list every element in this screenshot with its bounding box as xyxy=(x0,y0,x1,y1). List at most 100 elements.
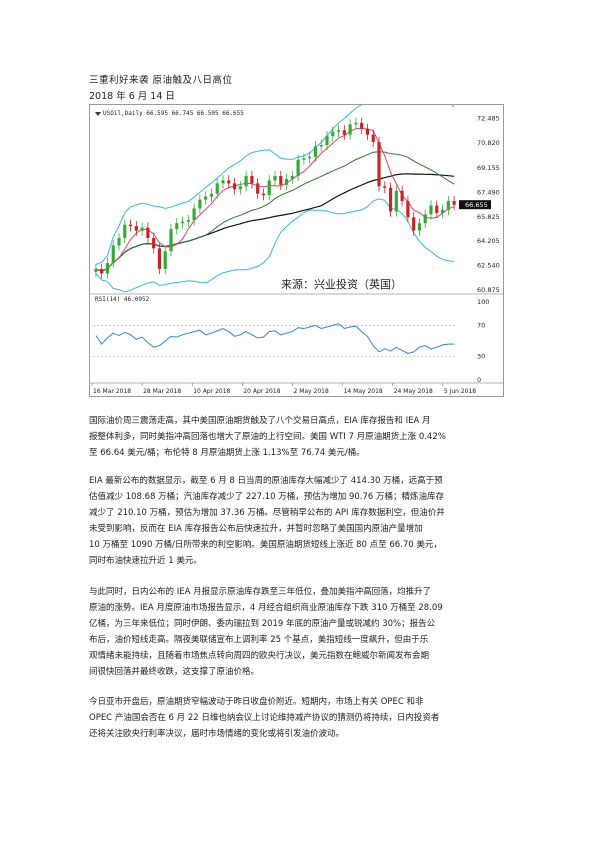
x-tick-label: 20 Apr 2018 xyxy=(243,388,280,395)
text-line: EIA 最新公布的数据显示，截至 6 月 8 日当周的原油库存大幅减少了 414… xyxy=(89,476,443,486)
oil-price-chart: 72.485 70.820 69.155 67.490 65.825 64.205 62.5… xyxy=(89,86,504,397)
text-line: 亿桶，为三年来低位；同时伊朗、委内瑞拉到 2019 年底的原油产量或锐减约 30… xyxy=(89,619,436,629)
candle-body xyxy=(111,245,115,264)
text-line: 布后，油价短线走高。隔夜美联储宣布上调利率 25 个基点，美指短线一度飙升，但由… xyxy=(89,635,429,645)
candle-body xyxy=(336,130,341,132)
text-line: 至 66.64 美元/桶；布伦特 8 月原油期货上涨 1.13%至 76.74 … xyxy=(89,448,365,458)
ma-fast-line xyxy=(95,127,455,272)
candle-body xyxy=(371,134,375,143)
paragraph-3: 与此同时，日内公布的 IEA 月报显示原油库存跌至三年低位，叠加美指冲高回落，均… xyxy=(89,584,506,680)
candle-body xyxy=(186,220,190,222)
x-tick-label: 5 Jun 2018 xyxy=(444,388,476,395)
candle-body xyxy=(302,158,306,160)
candle-body xyxy=(296,159,300,176)
candle-body xyxy=(406,201,410,218)
text-line: 估值减少 108.68 万桶；汽油库存减少了 227.10 万桶，预估为增加 9… xyxy=(89,492,445,502)
candle-body xyxy=(198,199,202,209)
candle-body xyxy=(250,175,254,184)
candle-body xyxy=(267,180,271,196)
text-line: 减少了 210.10 万桶，预估为增加 37.36 万桶。尽管稍早公布的 API… xyxy=(89,508,445,518)
paragraph-2: EIA 最新公布的数据显示，截至 6 月 8 日当周的原油库存大幅减少了 414… xyxy=(89,473,506,569)
candle-body xyxy=(163,251,167,269)
document-title: 三重利好来袭 原油触及八日高位 xyxy=(89,75,233,86)
chart-legend: USOil,Daily 66.595 66.745 66.505 66.655 xyxy=(95,110,244,117)
candle-body xyxy=(360,122,364,129)
candle-body xyxy=(290,175,294,179)
candle-body xyxy=(105,263,110,274)
chart-border xyxy=(89,104,504,397)
candle-body xyxy=(308,156,312,159)
candle-body xyxy=(377,142,381,187)
text-line: OPEC 产油国会否在 6 月 22 日维也纳会议上讨论维持减产协议的猜测仍将持… xyxy=(89,713,440,723)
source-text: 来源：兴业投资（英国） xyxy=(281,278,402,291)
price-tick-label: 62.540 xyxy=(477,261,500,269)
candle-body xyxy=(452,201,456,205)
candle-body xyxy=(175,223,179,230)
rsi-line xyxy=(95,323,455,355)
text-line: 间很快回落并最终收跌，这支撑了原油价格。 xyxy=(89,667,260,677)
text-line: 还将关注欧央行利率决议，届时市场情绪的变化或将引发油价波动。 xyxy=(89,729,345,739)
candle-body xyxy=(134,226,138,231)
document-date: 2018 年 6 月 14 日 xyxy=(89,91,175,102)
candle-body xyxy=(279,175,283,185)
chart-svg: 72.485 70.820 69.155 67.490 65.825 64.205 62.5… xyxy=(89,86,504,397)
candle-body xyxy=(232,183,237,190)
rsi-tick-label: 100 xyxy=(477,298,489,306)
text-line: 10 万桶至 1090 万桶/日所带来的利空影响。美国原油期货短线上涨近 80 … xyxy=(89,540,442,550)
price-tick-label: 60.875 xyxy=(477,286,500,294)
candle-body xyxy=(227,180,231,184)
candle-body xyxy=(417,223,422,231)
text-line: 观情绪未能持续，且随着市场焦点转向周四的欧央行决议，美元指数在鲍威尔新闻发布会期 xyxy=(89,651,430,661)
candle-body xyxy=(140,227,144,231)
candle-body xyxy=(365,128,370,135)
candle-body xyxy=(446,201,450,210)
current-price-label: 66.655 xyxy=(465,201,488,209)
price-tick-label: 69.155 xyxy=(477,164,500,172)
candle-body xyxy=(348,124,352,135)
candle-body xyxy=(412,217,416,231)
text-line: 同时布油快速拉升近 1 美元。 xyxy=(89,556,202,566)
x-tick-label: 2 May 2018 xyxy=(293,388,328,395)
text-line: 报整体利多，同时美指冲高回落也增大了原油的上行空间。美国 WTI 7 月原油期货… xyxy=(89,432,446,442)
candle-body xyxy=(204,196,208,200)
candle-body xyxy=(94,268,98,272)
x-tick-label: 10 Apr 2018 xyxy=(193,388,230,395)
candle-body xyxy=(313,146,318,157)
candle-body xyxy=(429,205,433,215)
candle-body xyxy=(261,193,266,196)
text-line: 原油的涨势。IEA 月度原油市场报告显示，4 月经合组织商业原油库存下跌 310… xyxy=(89,603,443,613)
x-tick-label: 16 Mar 2018 xyxy=(93,388,131,395)
price-tick-label: 72.485 xyxy=(477,115,500,123)
candle-body xyxy=(152,237,156,249)
x-tick-label: 14 May 2018 xyxy=(344,388,383,395)
text-line: 未受到影响，反而在 EIA 库存报告公布后快速拉升，并暂时忽略了美国国内原油产量… xyxy=(89,524,423,534)
candle-body xyxy=(238,186,242,190)
price-tick-label: 67.490 xyxy=(477,188,500,196)
candle-body xyxy=(128,224,133,227)
rsi-tick-label: 70 xyxy=(477,321,485,329)
price-tick-label: 65.825 xyxy=(477,213,500,221)
dropdown-icon xyxy=(95,111,101,116)
text-line: 国际油价周三震荡走高，其中美国原油期货触及了八个交易日高点，EIA 库存报告和 … xyxy=(89,416,431,426)
candle-body xyxy=(146,227,150,238)
candle-body xyxy=(180,221,185,224)
text-line: 今日亚市开盘后，原油期货窄幅波动于昨日收盘价附近。短期内，市场上有关 OPEC … xyxy=(89,697,424,707)
x-tick-label: 24 May 2018 xyxy=(394,388,433,395)
ma-mid-line xyxy=(95,151,455,272)
candle-body xyxy=(100,268,104,274)
candle-body xyxy=(342,130,346,135)
candle-body xyxy=(423,214,427,224)
candle-body xyxy=(273,175,277,181)
candle-body xyxy=(192,208,196,221)
candle-body xyxy=(435,205,439,213)
candle-body xyxy=(221,180,225,184)
text-line: 与此同时，日内公布的 IEA 月报显示原油库存跌至三年低位，叠加美指冲高回落，均… xyxy=(89,587,432,597)
candle-body xyxy=(123,224,127,238)
candle-body xyxy=(244,175,248,187)
price-tick-label: 64.205 xyxy=(477,237,500,245)
price-tick-label: 70.820 xyxy=(477,139,500,147)
candle-body xyxy=(117,237,121,246)
rsi-tick-label: 30 xyxy=(477,353,485,361)
candle-body xyxy=(400,190,404,202)
paragraph-4: 今日亚市开盘后，原油期货窄幅波动于昨日收盘价附近。短期内，市场上有关 OPEC … xyxy=(89,694,506,742)
